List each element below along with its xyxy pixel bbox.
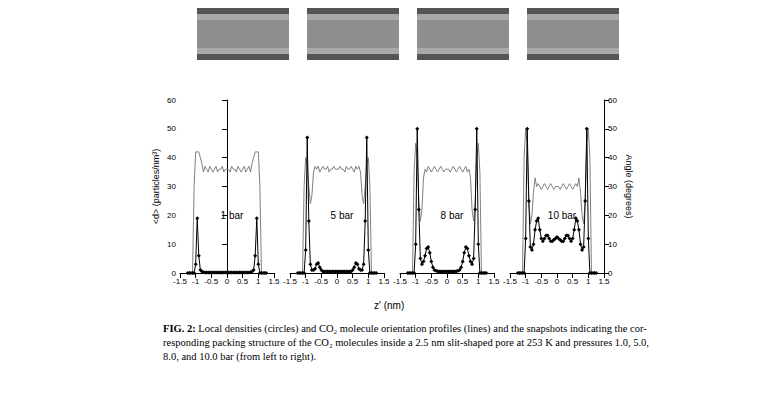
svg-text:0.5: 0.5 xyxy=(457,277,469,286)
svg-text:0: 0 xyxy=(608,268,613,278)
svg-text:0: 0 xyxy=(225,277,230,286)
html-text:8.0, and 10.0 bar (from left t: 8.0, and 10.0 bar (from left to right). xyxy=(163,351,317,362)
svg-text:-1: -1 xyxy=(192,277,200,286)
svg-text:20: 20 xyxy=(167,211,176,220)
svg-text:-0.5: -0.5 xyxy=(314,277,328,286)
svg-text:0.5: 0.5 xyxy=(347,277,359,286)
svg-text:0.5: 0.5 xyxy=(567,277,579,286)
svg-text:-1: -1 xyxy=(412,277,420,286)
svg-text:1.5: 1.5 xyxy=(268,277,280,286)
svg-text:-1: -1 xyxy=(302,277,310,286)
svg-text:10: 10 xyxy=(608,240,617,249)
svg-text:-1.5: -1.5 xyxy=(393,277,407,286)
svg-text:0: 0 xyxy=(335,277,340,286)
html-text:FIG. 2: Local densities (circl: FIG. 2: Local densities (circles) and CO… xyxy=(163,323,647,334)
svg-text:-0.5: -0.5 xyxy=(424,277,438,286)
svg-text:5 bar: 5 bar xyxy=(331,210,354,221)
svg-text:1 bar: 1 bar xyxy=(221,210,244,221)
svg-text:30: 30 xyxy=(608,182,617,191)
svg-text:<d> (particles/nm³): <d> (particles/nm³) xyxy=(151,149,161,225)
svg-text:-1.5: -1.5 xyxy=(503,277,517,286)
svg-text:8 bar: 8 bar xyxy=(441,210,464,221)
html-text:responding packing structure o: responding packing structure of the CO₂ … xyxy=(163,337,649,348)
svg-text:-1.5: -1.5 xyxy=(173,277,187,286)
svg-text:1: 1 xyxy=(476,277,481,286)
svg-text:60: 60 xyxy=(167,96,176,105)
svg-text:-1.5: -1.5 xyxy=(283,277,297,286)
svg-text:10 bar: 10 bar xyxy=(548,210,577,221)
svg-text:10: 10 xyxy=(167,240,176,249)
svg-text:1.5: 1.5 xyxy=(378,277,390,286)
svg-text:-0.5: -0.5 xyxy=(204,277,218,286)
svg-text:0: 0 xyxy=(555,277,560,286)
svg-text:1: 1 xyxy=(256,277,261,286)
svg-text:0: 0 xyxy=(445,277,450,286)
svg-text:1.5: 1.5 xyxy=(488,277,500,286)
svg-text:30: 30 xyxy=(167,182,176,191)
svg-text:50: 50 xyxy=(608,124,617,133)
svg-text:40: 40 xyxy=(608,153,617,162)
svg-text:40: 40 xyxy=(167,153,176,162)
svg-text:0.5: 0.5 xyxy=(237,277,249,286)
svg-text:-1: -1 xyxy=(522,277,530,286)
svg-text:-0.5: -0.5 xyxy=(534,277,548,286)
svg-text:z' (nm): z' (nm) xyxy=(374,300,404,311)
svg-text:60: 60 xyxy=(608,96,617,105)
svg-text:0: 0 xyxy=(171,268,176,278)
svg-text:1: 1 xyxy=(586,277,591,286)
svg-text:1.5: 1.5 xyxy=(598,277,610,286)
svg-text:Angle (degrees): Angle (degrees) xyxy=(624,154,634,218)
svg-text:20: 20 xyxy=(608,211,617,220)
svg-text:1: 1 xyxy=(366,277,371,286)
svg-text:50: 50 xyxy=(167,124,176,133)
